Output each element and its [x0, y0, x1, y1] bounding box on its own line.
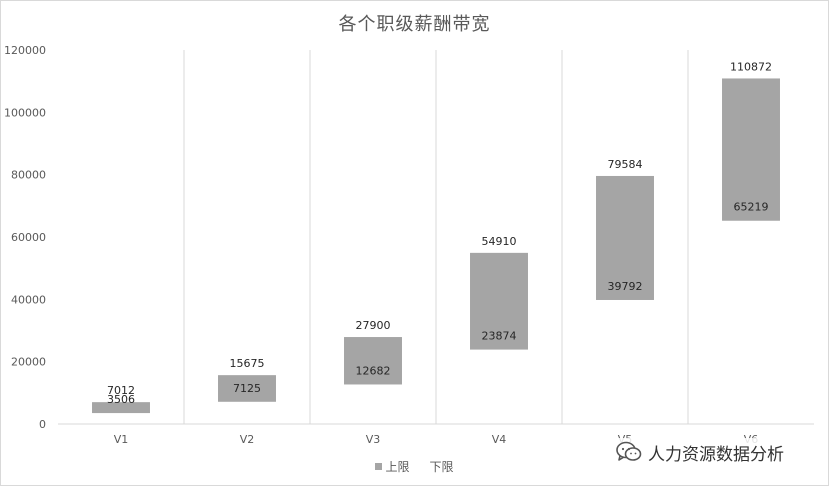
chart-title: 各个职级薪酬带宽	[338, 14, 491, 35]
chart-legend: 上限 下限	[0, 458, 829, 475]
y-tick-label: 0	[39, 418, 46, 431]
data-label-lower: 39792	[608, 280, 643, 293]
data-label-lower: 65219	[734, 201, 769, 214]
data-label-lower: 7125	[233, 382, 261, 395]
legend-swatch-upper	[375, 463, 383, 470]
y-tick-label: 80000	[11, 169, 46, 182]
legend-item-upper: 上限	[375, 458, 410, 475]
bar-range	[722, 78, 780, 221]
watermark-text: 人力资源数据分析	[648, 444, 784, 465]
x-tick-label: V3	[366, 433, 381, 446]
legend-label-upper: 上限	[385, 460, 410, 474]
data-label-upper: 15675	[230, 357, 265, 370]
wechat-icon	[616, 441, 642, 461]
data-label-lower: 23874	[482, 330, 517, 343]
legend-swatch-lower	[419, 463, 427, 470]
data-label-upper: 54910	[482, 235, 517, 248]
x-tick-label: V2	[240, 433, 255, 446]
bar-range	[470, 252, 528, 350]
x-tick-label: V4	[492, 433, 507, 446]
data-label-upper: 110872	[730, 60, 772, 73]
data-label-lower: 12682	[356, 364, 391, 377]
bar-range	[344, 337, 402, 385]
legend-item-lower: 下限	[419, 458, 454, 475]
y-tick-label: 40000	[11, 293, 46, 306]
data-label-upper: 27900	[356, 319, 391, 332]
data-label-upper: 79584	[608, 158, 643, 171]
bar-range	[596, 175, 654, 300]
y-tick-label: 100000	[4, 106, 46, 119]
y-tick-label: 20000	[11, 356, 46, 369]
watermark: 人力资源数据分析	[612, 438, 788, 466]
data-label-upper: 7012	[107, 384, 135, 397]
bar-range	[218, 375, 276, 402]
bar-range	[92, 402, 150, 414]
legend-label-lower: 下限	[429, 460, 454, 474]
y-tick-label: 60000	[11, 231, 46, 244]
data-label-lower: 3506	[107, 393, 135, 406]
x-tick-label: V1	[114, 433, 129, 446]
y-tick-label: 120000	[4, 44, 46, 57]
